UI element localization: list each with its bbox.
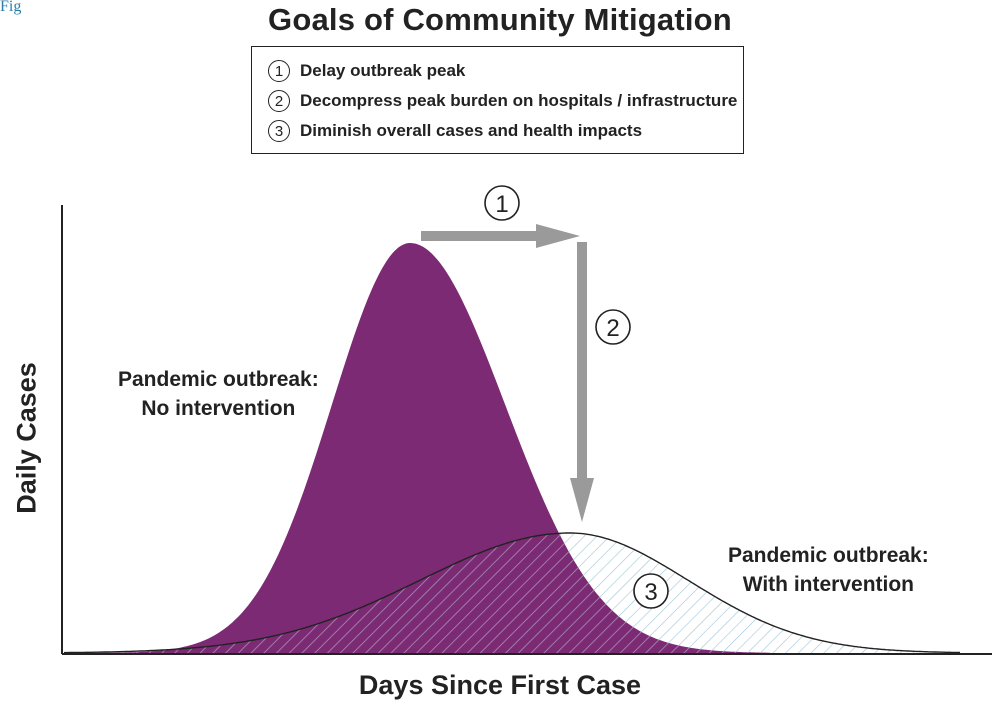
with-intervention-label-line2: With intervention <box>742 573 915 596</box>
no-intervention-label-line2: No intervention <box>141 397 296 420</box>
number-3-icon: 3 <box>268 120 290 142</box>
x-axis-label: Days Since First Case <box>358 670 642 700</box>
number-2-icon: 2 <box>268 90 290 112</box>
no-intervention-label-line1: Pandemic outbreak: <box>118 368 319 391</box>
legend-item-diminish: 3 Diminish overall cases and health impa… <box>268 118 642 144</box>
y-axis-label: Daily Cases <box>11 362 42 514</box>
marker-delay: 1 <box>484 185 520 221</box>
no-intervention-curve <box>64 243 770 653</box>
legend-item-delay: 1 Delay outbreak peak <box>268 58 465 84</box>
decompress-arrow <box>570 242 594 522</box>
legend-text-delay: Delay outbreak peak <box>300 61 466 80</box>
marker-decompress: 2 <box>595 309 631 345</box>
diagram-title: Goals of Community Mitigation <box>268 2 732 37</box>
no-intervention-label: Pandemic outbreak: No intervention <box>118 365 319 423</box>
figure-label: Fig <box>0 0 22 15</box>
with-intervention-label-line1: Pandemic outbreak: <box>728 544 929 567</box>
with-intervention-curve-outline <box>64 532 960 654</box>
marker-decompress-number: 2 <box>606 315 619 342</box>
marker-diminish: 3 <box>633 573 669 609</box>
delay-arrow <box>421 224 580 248</box>
marker-delay-number: 1 <box>495 191 508 218</box>
with-intervention-label: Pandemic outbreak: With intervention <box>728 541 929 599</box>
legend-text-decompress: Decompress peak burden on hospitals / in… <box>300 91 738 110</box>
number-1-icon: 1 <box>268 60 290 82</box>
legend-item-decompress: 2 Decompress peak burden on hospitals / … <box>268 88 737 114</box>
marker-diminish-number: 3 <box>644 579 657 606</box>
legend-box: 1 Delay outbreak peak 2 Decompress peak … <box>251 46 744 154</box>
legend-text-diminish: Diminish overall cases and health impact… <box>300 121 643 140</box>
